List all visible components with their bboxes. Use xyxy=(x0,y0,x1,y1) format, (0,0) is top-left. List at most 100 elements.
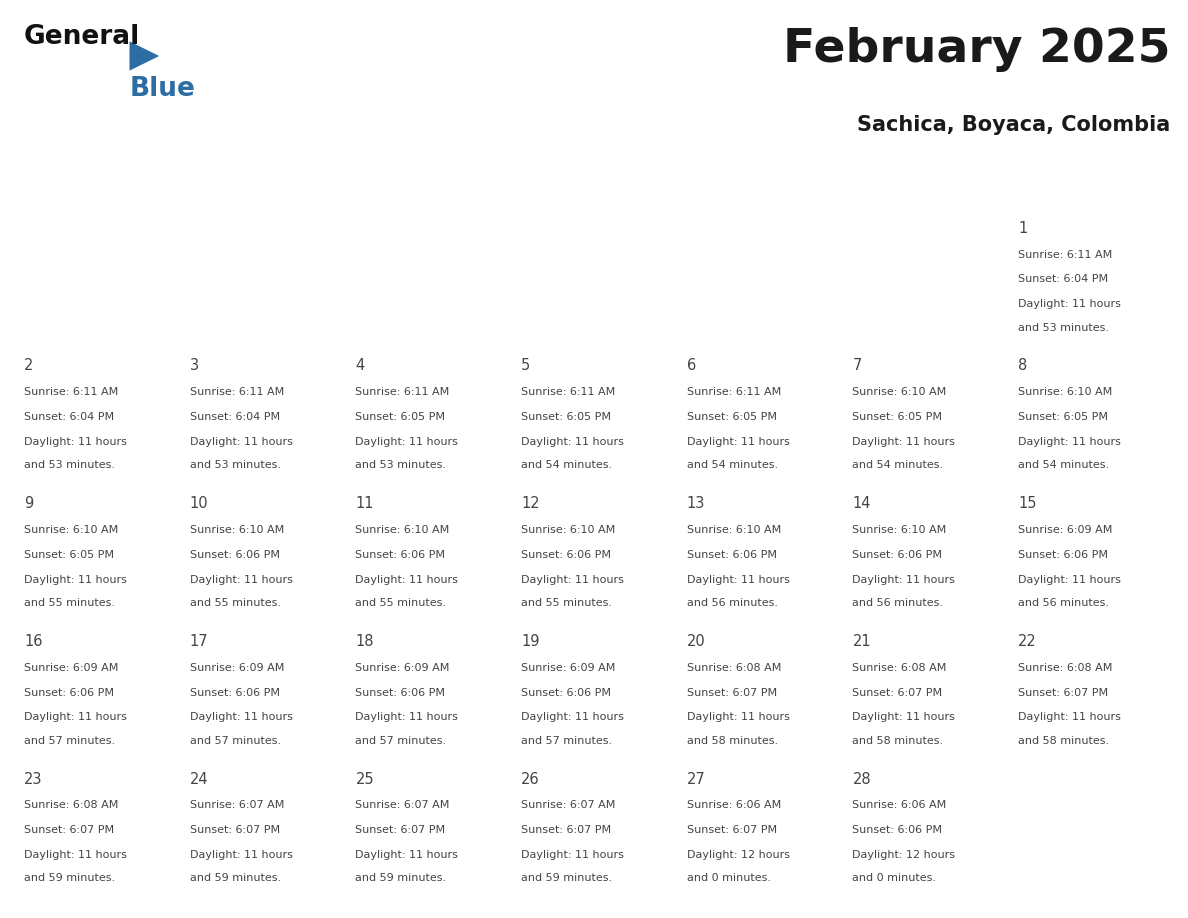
Text: Sunset: 6:06 PM: Sunset: 6:06 PM xyxy=(190,688,280,698)
Text: Sunrise: 6:06 AM: Sunrise: 6:06 AM xyxy=(853,800,947,811)
Text: Sunset: 6:06 PM: Sunset: 6:06 PM xyxy=(24,688,114,698)
Text: Sunrise: 6:10 AM: Sunrise: 6:10 AM xyxy=(853,387,947,397)
Text: 21: 21 xyxy=(853,633,871,649)
Text: 6: 6 xyxy=(687,358,696,374)
Text: and 55 minutes.: and 55 minutes. xyxy=(522,599,612,608)
Text: and 57 minutes.: and 57 minutes. xyxy=(355,735,447,745)
Text: 16: 16 xyxy=(24,633,43,649)
Text: Sunrise: 6:10 AM: Sunrise: 6:10 AM xyxy=(355,525,450,535)
Text: Sunrise: 6:10 AM: Sunrise: 6:10 AM xyxy=(522,525,615,535)
Text: 5: 5 xyxy=(522,358,530,374)
Text: and 54 minutes.: and 54 minutes. xyxy=(853,460,943,470)
Text: Daylight: 11 hours: Daylight: 11 hours xyxy=(24,712,127,722)
Text: Sunset: 6:05 PM: Sunset: 6:05 PM xyxy=(24,550,114,560)
Text: Daylight: 11 hours: Daylight: 11 hours xyxy=(853,712,955,722)
Text: Sunrise: 6:07 AM: Sunrise: 6:07 AM xyxy=(355,800,450,811)
Text: Sunset: 6:06 PM: Sunset: 6:06 PM xyxy=(853,825,942,835)
Text: Daylight: 11 hours: Daylight: 11 hours xyxy=(24,575,127,585)
Text: Sunrise: 6:11 AM: Sunrise: 6:11 AM xyxy=(1018,250,1112,260)
Text: Sunrise: 6:08 AM: Sunrise: 6:08 AM xyxy=(687,663,782,673)
Text: and 59 minutes.: and 59 minutes. xyxy=(522,874,612,883)
Text: 20: 20 xyxy=(687,633,706,649)
Text: Daylight: 11 hours: Daylight: 11 hours xyxy=(24,850,127,860)
Text: Sunset: 6:07 PM: Sunset: 6:07 PM xyxy=(1018,688,1108,698)
Text: 14: 14 xyxy=(853,496,871,511)
Text: and 56 minutes.: and 56 minutes. xyxy=(853,599,943,608)
Text: Sunset: 6:05 PM: Sunset: 6:05 PM xyxy=(522,412,611,422)
Text: Sunrise: 6:11 AM: Sunrise: 6:11 AM xyxy=(355,387,450,397)
Text: 15: 15 xyxy=(1018,496,1037,511)
Text: Sunset: 6:07 PM: Sunset: 6:07 PM xyxy=(355,825,446,835)
Text: Sunrise: 6:10 AM: Sunrise: 6:10 AM xyxy=(190,525,284,535)
Text: Sunset: 6:04 PM: Sunset: 6:04 PM xyxy=(24,412,114,422)
Text: Sunrise: 6:07 AM: Sunrise: 6:07 AM xyxy=(522,800,615,811)
Text: Sunset: 6:06 PM: Sunset: 6:06 PM xyxy=(853,550,942,560)
Text: 17: 17 xyxy=(190,633,208,649)
Text: General: General xyxy=(24,25,140,50)
Text: Daylight: 11 hours: Daylight: 11 hours xyxy=(190,712,292,722)
Text: and 57 minutes.: and 57 minutes. xyxy=(522,735,612,745)
Text: Sunrise: 6:09 AM: Sunrise: 6:09 AM xyxy=(1018,525,1112,535)
Text: 22: 22 xyxy=(1018,633,1037,649)
Text: 10: 10 xyxy=(190,496,208,511)
Text: Sunrise: 6:11 AM: Sunrise: 6:11 AM xyxy=(190,387,284,397)
Text: Daylight: 11 hours: Daylight: 11 hours xyxy=(190,437,292,447)
Text: Daylight: 11 hours: Daylight: 11 hours xyxy=(190,575,292,585)
Text: and 59 minutes.: and 59 minutes. xyxy=(190,874,280,883)
Text: Sunset: 6:07 PM: Sunset: 6:07 PM xyxy=(853,688,942,698)
Text: and 56 minutes.: and 56 minutes. xyxy=(1018,599,1110,608)
Text: Sunset: 6:05 PM: Sunset: 6:05 PM xyxy=(355,412,446,422)
Text: 7: 7 xyxy=(853,358,861,374)
Text: and 58 minutes.: and 58 minutes. xyxy=(853,735,943,745)
Text: and 57 minutes.: and 57 minutes. xyxy=(24,735,115,745)
Text: 3: 3 xyxy=(190,358,198,374)
Text: Daylight: 11 hours: Daylight: 11 hours xyxy=(522,712,624,722)
Text: Monday: Monday xyxy=(195,185,252,199)
Text: 11: 11 xyxy=(355,496,374,511)
Text: Daylight: 12 hours: Daylight: 12 hours xyxy=(687,850,790,860)
Text: 18: 18 xyxy=(355,633,374,649)
Text: Daylight: 11 hours: Daylight: 11 hours xyxy=(853,575,955,585)
Text: and 55 minutes.: and 55 minutes. xyxy=(24,599,115,608)
Text: Daylight: 11 hours: Daylight: 11 hours xyxy=(687,575,790,585)
Text: Daylight: 11 hours: Daylight: 11 hours xyxy=(1018,299,1121,309)
Text: Daylight: 11 hours: Daylight: 11 hours xyxy=(355,575,459,585)
Text: Daylight: 11 hours: Daylight: 11 hours xyxy=(355,437,459,447)
Text: Sunset: 6:06 PM: Sunset: 6:06 PM xyxy=(355,550,446,560)
Text: and 54 minutes.: and 54 minutes. xyxy=(1018,460,1110,470)
Text: Blue: Blue xyxy=(129,76,195,102)
Text: and 59 minutes.: and 59 minutes. xyxy=(355,874,447,883)
Text: Daylight: 11 hours: Daylight: 11 hours xyxy=(522,437,624,447)
Text: and 0 minutes.: and 0 minutes. xyxy=(853,874,936,883)
Text: 4: 4 xyxy=(355,358,365,374)
Text: and 58 minutes.: and 58 minutes. xyxy=(1018,735,1110,745)
Text: 2: 2 xyxy=(24,358,33,374)
Text: Sunset: 6:07 PM: Sunset: 6:07 PM xyxy=(687,688,777,698)
Text: and 55 minutes.: and 55 minutes. xyxy=(190,599,280,608)
Text: and 53 minutes.: and 53 minutes. xyxy=(190,460,280,470)
Text: Daylight: 11 hours: Daylight: 11 hours xyxy=(687,712,790,722)
Text: Wednesday: Wednesday xyxy=(526,185,611,199)
Text: Sunrise: 6:11 AM: Sunrise: 6:11 AM xyxy=(24,387,119,397)
Text: and 53 minutes.: and 53 minutes. xyxy=(24,460,115,470)
Text: 27: 27 xyxy=(687,771,706,787)
Text: Sunset: 6:07 PM: Sunset: 6:07 PM xyxy=(24,825,114,835)
Text: 24: 24 xyxy=(190,771,208,787)
Text: Thursday: Thursday xyxy=(691,185,760,199)
Text: Daylight: 11 hours: Daylight: 11 hours xyxy=(1018,437,1121,447)
Polygon shape xyxy=(129,41,159,71)
Text: Sunrise: 6:08 AM: Sunrise: 6:08 AM xyxy=(853,663,947,673)
Text: and 59 minutes.: and 59 minutes. xyxy=(24,874,115,883)
Text: Daylight: 11 hours: Daylight: 11 hours xyxy=(1018,575,1121,585)
Text: Sunset: 6:07 PM: Sunset: 6:07 PM xyxy=(522,825,612,835)
Text: 12: 12 xyxy=(522,496,539,511)
Text: Sunrise: 6:10 AM: Sunrise: 6:10 AM xyxy=(1018,387,1112,397)
Text: Sachica, Boyaca, Colombia: Sachica, Boyaca, Colombia xyxy=(857,115,1170,135)
Text: and 54 minutes.: and 54 minutes. xyxy=(522,460,612,470)
Text: Sunrise: 6:10 AM: Sunrise: 6:10 AM xyxy=(687,525,781,535)
Text: Sunrise: 6:10 AM: Sunrise: 6:10 AM xyxy=(853,525,947,535)
Text: Daylight: 11 hours: Daylight: 11 hours xyxy=(522,575,624,585)
Text: Sunrise: 6:07 AM: Sunrise: 6:07 AM xyxy=(190,800,284,811)
Text: and 56 minutes.: and 56 minutes. xyxy=(687,599,778,608)
Text: Daylight: 11 hours: Daylight: 11 hours xyxy=(190,850,292,860)
